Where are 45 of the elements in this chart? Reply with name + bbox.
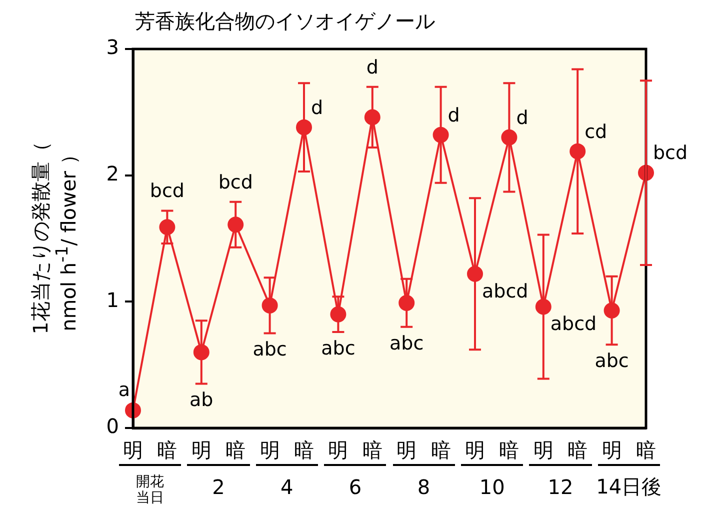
x-tick-label: 明	[123, 438, 143, 462]
data-label: abc	[594, 350, 629, 372]
x-tick-label: 暗	[636, 438, 656, 462]
text: 4	[280, 475, 294, 499]
text: 12	[548, 475, 574, 499]
chart-title: 芳香族化合物のイソオイゲノール	[135, 8, 435, 35]
data-label: ab	[190, 389, 214, 412]
x-tick-label: 明	[465, 438, 485, 462]
data-label: bcd	[653, 142, 688, 164]
data-label: d	[448, 104, 460, 126]
data-label: abc	[390, 332, 424, 354]
text: 2	[212, 475, 225, 499]
x-tick-label: 明	[602, 438, 622, 462]
y-tick-label: 2	[106, 162, 119, 186]
x-tick-label: 暗	[157, 438, 178, 462]
y-tick-label: 3	[106, 35, 119, 60]
x-tick-label: 暗	[226, 438, 246, 462]
data-label: d	[311, 96, 324, 119]
x-tick-label: 明	[396, 438, 417, 462]
data-label: d	[516, 106, 528, 129]
y-tick-label: 1	[106, 288, 119, 312]
data-label: a	[118, 378, 130, 401]
x-tick-label: 暗	[362, 438, 382, 462]
data-label: abc	[252, 338, 287, 361]
x-tick-label: 明	[328, 438, 348, 462]
x-tick-label: 明	[260, 438, 280, 462]
text: 8	[417, 475, 430, 499]
data-label: cd	[584, 120, 608, 143]
x-tick-label: 暗	[499, 438, 520, 462]
x-tick-label: 暗	[430, 438, 451, 462]
data-label: bcd	[218, 171, 253, 194]
text: 14日後	[596, 474, 662, 500]
y-tick-label: 0	[106, 414, 119, 438]
text: 開花当日	[135, 474, 166, 506]
text: 6	[348, 475, 362, 499]
x-tick-label: 明	[191, 438, 212, 462]
data-label: d	[366, 56, 378, 78]
x-tick-label: 暗	[568, 438, 588, 462]
data-label: abc	[321, 337, 356, 360]
data-label: bcd	[150, 180, 184, 202]
data-label: abcd	[550, 313, 597, 336]
x-tick-label: 明	[533, 438, 554, 462]
data-label: abcd	[482, 280, 528, 302]
x-tick-label: 暗	[294, 438, 314, 462]
text: 10	[479, 475, 505, 499]
